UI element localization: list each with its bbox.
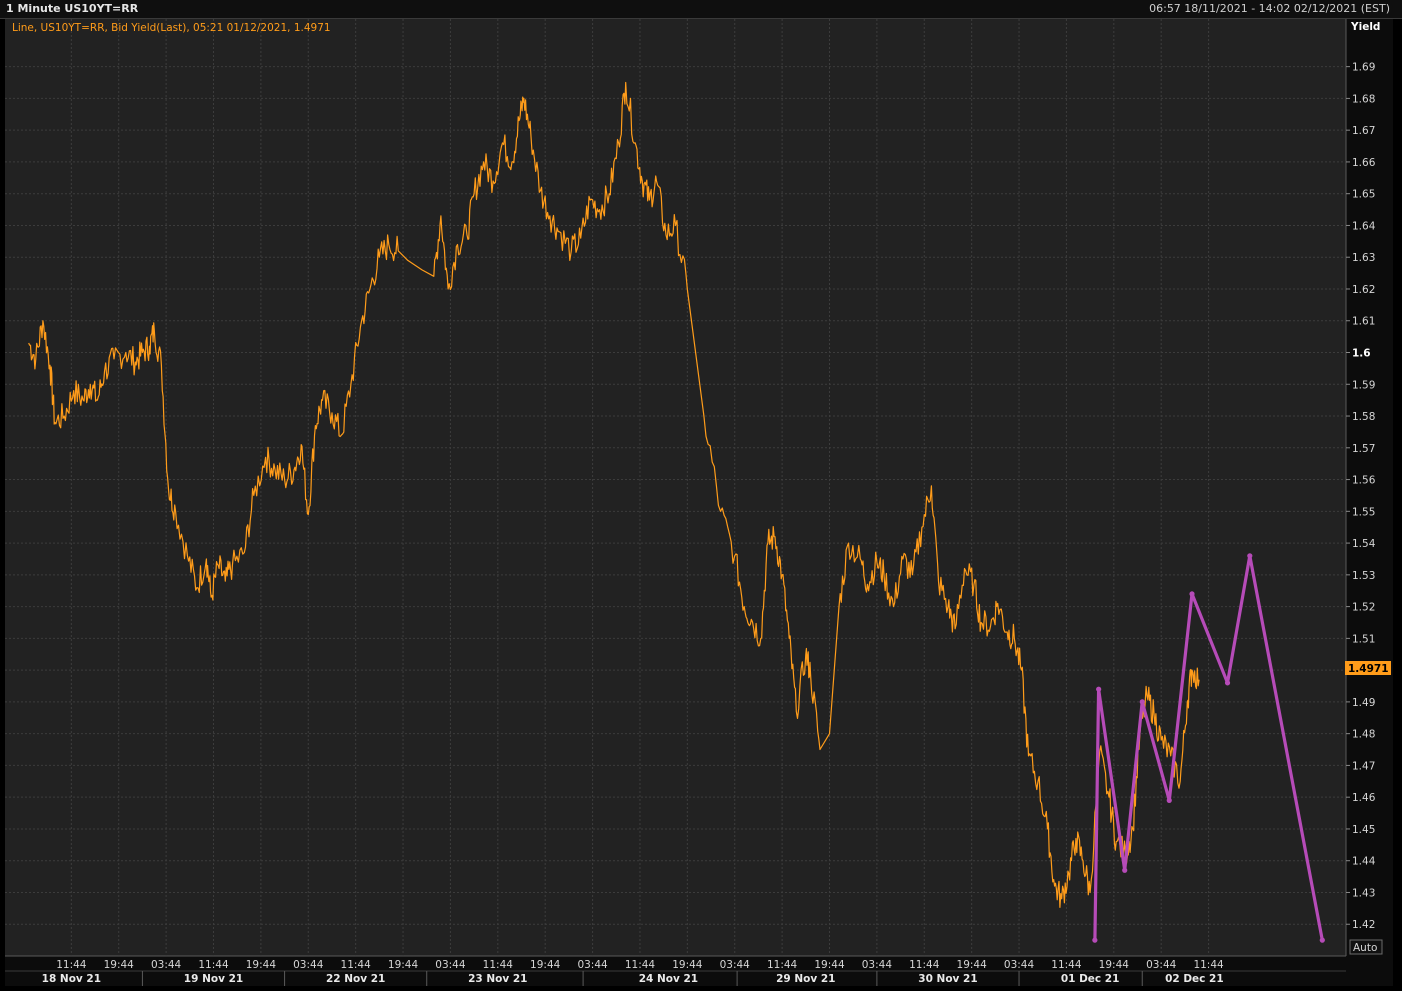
x-tick-label: 03:44 <box>151 959 182 971</box>
day-label: 18 Nov 21 <box>42 973 101 985</box>
y-axis-area <box>1346 19 1393 956</box>
y-tick-label: 1.66 <box>1352 157 1376 169</box>
x-tick-label: 03:44 <box>1004 959 1035 971</box>
legend-text: Line, US10YT=RR, Bid Yield(Last), 05:21 … <box>12 22 331 34</box>
y-tick-label: 1.62 <box>1352 284 1375 296</box>
x-tick-label: 03:44 <box>862 959 893 971</box>
x-tick-label: 19:44 <box>530 959 561 971</box>
y-tick-label: 1.54 <box>1352 538 1376 550</box>
x-tick-label: 11:44 <box>483 959 514 971</box>
y-tick-label: 1.51 <box>1352 633 1375 645</box>
y-tick-label: 1.65 <box>1352 189 1375 201</box>
x-tick-label: 19:44 <box>388 959 419 971</box>
auto-button[interactable]: Auto <box>1349 939 1383 955</box>
window-title: 1 Minute US10YT=RR <box>6 2 139 15</box>
x-tick-label: 19:44 <box>1099 959 1130 971</box>
trend-line-vertex[interactable] <box>1189 591 1195 597</box>
y-tick-label: 1.64 <box>1352 220 1376 232</box>
price-line <box>28 81 1200 909</box>
y-tick-label: 1.6 <box>1352 348 1371 360</box>
x-tick-label: 03:44 <box>435 959 466 971</box>
y-tick-label: 1.45 <box>1352 824 1375 836</box>
x-tick-label: 03:44 <box>577 959 608 971</box>
trend-line-vertex[interactable] <box>1096 686 1102 692</box>
day-label: 01 Dec 21 <box>1061 973 1120 985</box>
x-tick-label: 19:44 <box>246 959 277 971</box>
trend-line-vertex[interactable] <box>1139 699 1145 705</box>
day-label: 30 Nov 21 <box>918 973 977 985</box>
time-range: 06:57 18/11/2021 - 14:02 02/12/2021 (EST… <box>1149 2 1390 15</box>
day-label: 22 Nov 21 <box>326 973 385 985</box>
last-price-marker: 1.4971 <box>1345 661 1391 675</box>
y-tick-label: 1.43 <box>1352 887 1375 899</box>
trend-line-vertex[interactable] <box>1224 680 1231 686</box>
y-tick-label: 1.47 <box>1352 760 1375 772</box>
x-tick-label: 11:44 <box>341 959 372 971</box>
x-tick-label: 19:44 <box>672 959 703 971</box>
x-tick-label: 11:44 <box>56 959 87 971</box>
y-tick-label: 1.53 <box>1352 570 1375 582</box>
day-labels: 18 Nov 21 19 Nov 21 22 Nov 21 23 Nov 21 24 N… <box>42 971 1224 986</box>
trend-line-vertex[interactable] <box>1166 797 1172 803</box>
day-label: 19 Nov 21 <box>184 973 243 985</box>
auto-button-label[interactable]: Auto <box>1353 942 1377 954</box>
day-label: 29 Nov 21 <box>776 973 835 985</box>
y-tick-label: 1.68 <box>1352 93 1375 105</box>
x-tick-label: 19:44 <box>957 959 988 971</box>
window-header: 1 Minute US10YT=RR 06:57 18/11/2021 - 14… <box>0 0 1402 19</box>
y-tick-label: 1.58 <box>1352 411 1375 423</box>
y-tick-label: 1.52 <box>1352 602 1375 614</box>
trend-line-vertex[interactable] <box>1092 937 1098 943</box>
y-tick-label: 1.67 <box>1352 125 1375 137</box>
trend-line-vertex[interactable] <box>1319 937 1325 943</box>
x-tick-label: 11:44 <box>1051 959 1082 971</box>
y-tick-label: 1.61 <box>1352 316 1375 328</box>
series-group <box>28 81 1325 943</box>
auto-button-frame[interactable] <box>1349 939 1383 955</box>
day-label: 02 Dec 21 <box>1165 973 1224 985</box>
day-label: 24 Nov 21 <box>639 973 698 985</box>
x-tick-label: 11:44 <box>1193 959 1224 971</box>
y-tick-label: 1.69 <box>1352 62 1375 74</box>
x-tick-label: 11:44 <box>767 959 798 971</box>
x-tick-label: 03:44 <box>293 959 324 971</box>
last-price-box <box>1345 661 1391 675</box>
x-tick-label: 11:44 <box>909 959 940 971</box>
day-label: 23 Nov 21 <box>468 973 527 985</box>
y-tick-label: 1.57 <box>1352 443 1375 455</box>
x-tick-label: 03:44 <box>720 959 751 971</box>
y-tick-label: 1.48 <box>1352 729 1375 741</box>
plot-area <box>5 19 1346 956</box>
y-axis-label: Yield <box>1350 21 1380 33</box>
y-tick-label: 1.63 <box>1352 252 1375 264</box>
x-tick-labels: 11:44 19:44 03:44 11:44 19:44 03:44 11:44 19:44… <box>56 959 1224 971</box>
x-tick-label: 11:44 <box>198 959 229 971</box>
y-tick-label: 1.55 <box>1352 506 1375 518</box>
trend-line-vertex[interactable] <box>1122 867 1128 873</box>
x-tick-label: 11:44 <box>625 959 656 971</box>
x-tick-label: 19:44 <box>104 959 135 971</box>
x-tick-label: 19:44 <box>814 959 845 971</box>
y-tick-label: 1.42 <box>1352 919 1375 931</box>
trend-line-vertex[interactable] <box>1247 553 1253 559</box>
y-tick-label: 1.49 <box>1352 697 1375 709</box>
last-price-label: 1.4971 <box>1348 663 1389 675</box>
x-tick-label: 03:44 <box>1146 959 1177 971</box>
y-tick-label: 1.44 <box>1352 856 1376 868</box>
y-tick-label: 1.56 <box>1352 475 1376 487</box>
y-tick-label: 1.59 <box>1352 379 1375 391</box>
y-tick-label: 1.46 <box>1352 792 1376 804</box>
